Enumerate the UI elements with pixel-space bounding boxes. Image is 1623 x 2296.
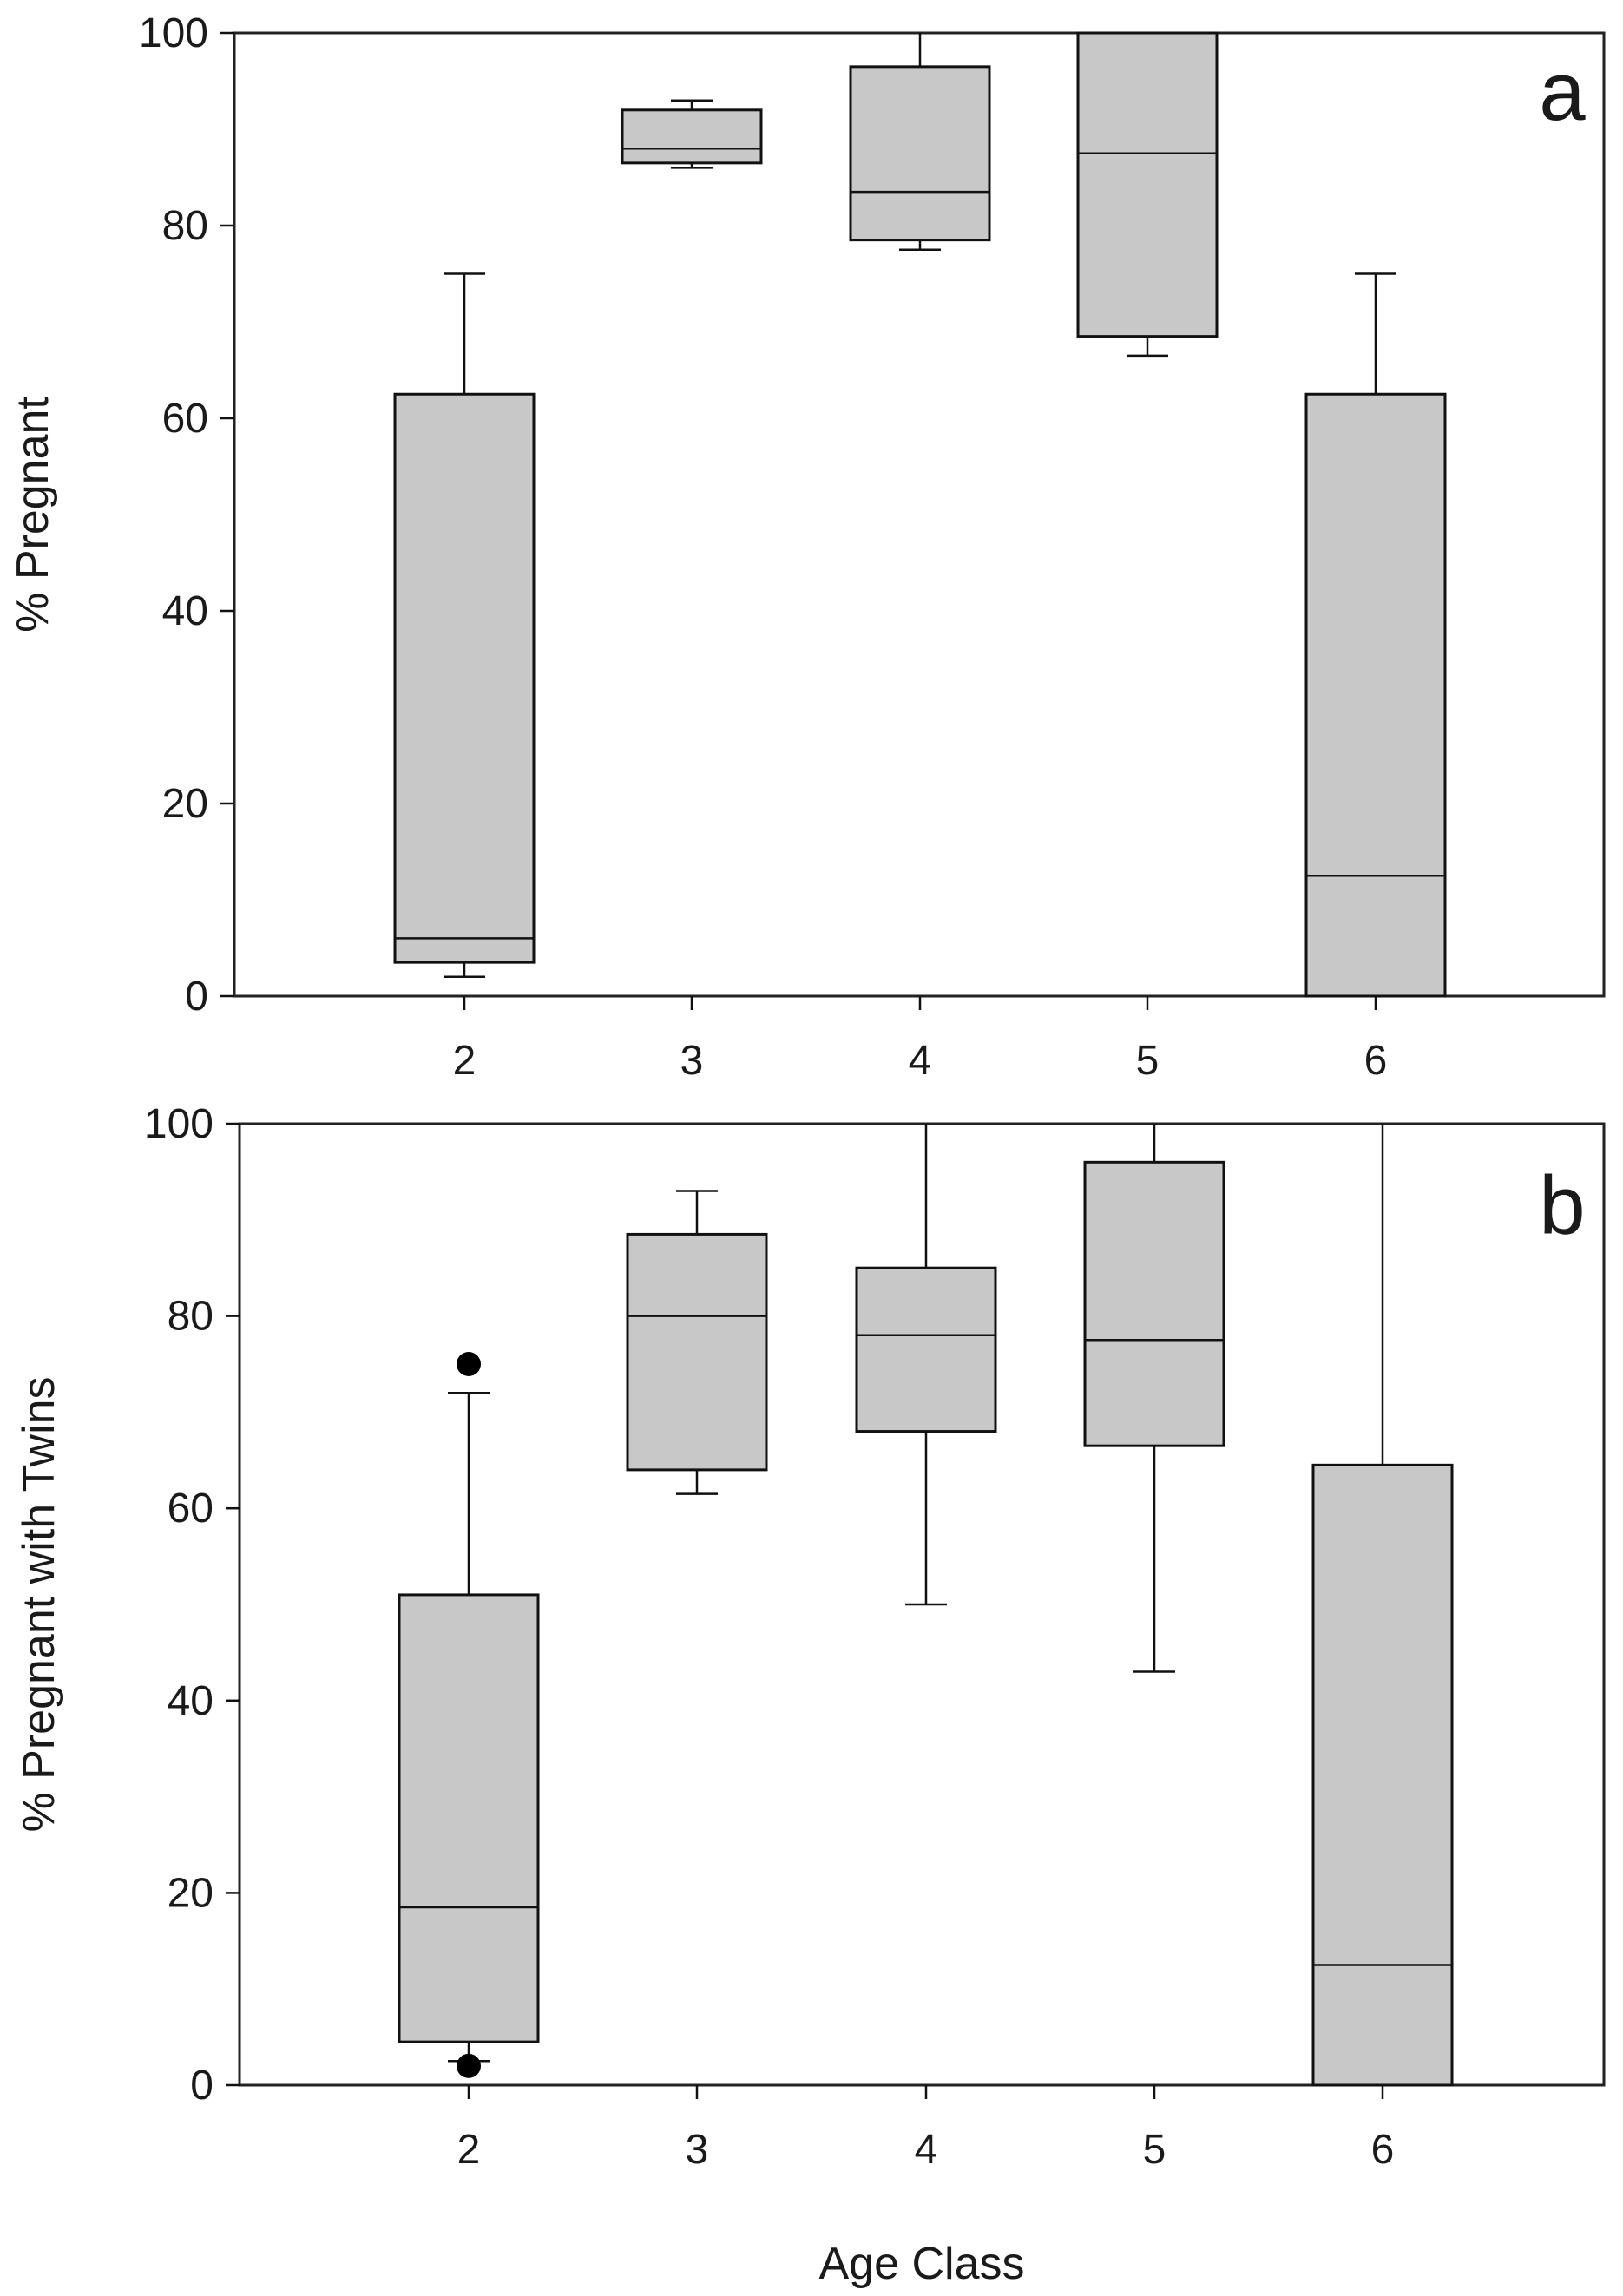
box-6 <box>1304 392 1447 998</box>
y-tick-label: 0 <box>185 974 208 1020</box>
box-3 <box>621 108 763 165</box>
outlier-point <box>457 1352 481 1376</box>
y-tick-label: 60 <box>162 396 208 442</box>
x-tick-label: 2 <box>457 2127 481 2173</box>
plot-frame <box>238 1122 1606 2087</box>
box-3 <box>626 1232 768 1472</box>
y-tick-label: 40 <box>168 1678 214 1724</box>
y-tick-label: 100 <box>144 1101 214 1147</box>
x-tick-label: 2 <box>453 1038 476 1084</box>
x-tick-label: 5 <box>1143 2127 1166 2173</box>
y-tick-label: 80 <box>168 1294 214 1340</box>
panel-label: b <box>1539 1159 1585 1252</box>
panel-b: 0 20 40 60 80 100 2 3 4 5 6 b % Pregnant with Twins A… <box>14 1101 1606 2289</box>
box-5 <box>1076 31 1219 338</box>
panel-a: 0 20 40 60 80 100 2 3 4 5 6 a % Pregnant <box>8 10 1606 1084</box>
x-tick-label: 3 <box>686 2127 709 2173</box>
x-tick-label: 5 <box>1136 1038 1160 1084</box>
y-tick-label: 20 <box>162 781 208 827</box>
x-axis-title: Age Class <box>819 2239 1025 2289</box>
y-tick-label: 40 <box>162 588 208 634</box>
box-4 <box>855 1266 997 1433</box>
x-tick-label: 4 <box>915 2127 938 2173</box>
y-axis-title: % Pregnant with Twins <box>14 1376 64 1832</box>
y-tick-label: 80 <box>162 203 208 249</box>
outlier-point <box>457 2053 481 2078</box>
x-tick-label: 6 <box>1371 2127 1395 2173</box>
y-tick-label: 100 <box>139 10 208 56</box>
box-4 <box>849 65 991 242</box>
x-tick-label: 3 <box>680 1038 704 1084</box>
box-2 <box>398 1593 540 2043</box>
box-6 <box>1311 1463 1454 2087</box>
x-tick-label: 4 <box>909 1038 932 1084</box>
y-tick-label: 0 <box>190 2063 214 2109</box>
box-2 <box>393 392 536 964</box>
box-5 <box>1083 1160 1225 1447</box>
y-tick-label: 20 <box>168 1870 214 1916</box>
y-axis-title: % Pregnant <box>8 397 58 633</box>
panel-label: a <box>1539 45 1586 138</box>
y-tick-label: 60 <box>168 1486 214 1532</box>
x-tick-label: 6 <box>1364 1038 1388 1084</box>
